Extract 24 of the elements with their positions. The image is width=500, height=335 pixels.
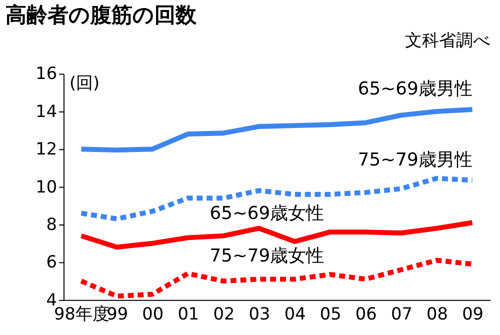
- x-tick-label: 00: [142, 303, 164, 324]
- series-label: 75~79歳男性: [358, 149, 472, 170]
- x-tick-label: 04: [284, 303, 306, 324]
- y-tick-label: 12: [36, 138, 58, 159]
- x-tick-label: 02: [213, 303, 235, 324]
- y-tick-label: 10: [36, 176, 58, 196]
- chart-title: 高齢者の腹筋の回数: [5, 3, 198, 28]
- x-tick-label: 03: [248, 303, 270, 324]
- y-axis-title: (回): [69, 72, 100, 93]
- series-label: 75~79歳女性: [210, 246, 324, 267]
- series-label: 65~69歳男性: [358, 78, 472, 100]
- x-tick-label: 09: [462, 303, 484, 324]
- y-tick-label: 14: [36, 100, 58, 121]
- x-tick-label: 98年度: [54, 303, 110, 324]
- y-tick-label: 16: [36, 63, 58, 84]
- x-tick-label: 01: [178, 303, 200, 324]
- x-tick-label: 05: [320, 303, 342, 324]
- y-tick-label: 8: [46, 214, 58, 234]
- series-label: 65~69歳女性: [210, 202, 324, 224]
- x-tick-label: 07: [390, 303, 412, 324]
- x-tick-label: 06: [355, 303, 377, 324]
- text: 文科省調べ: [405, 30, 490, 50]
- x-tick-label: 08: [426, 303, 448, 324]
- y-tick-label: 6: [46, 252, 58, 272]
